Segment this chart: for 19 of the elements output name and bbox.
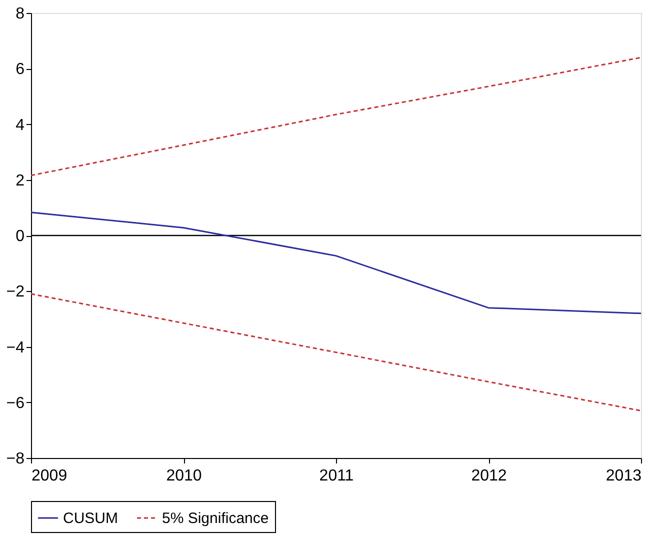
y-tick-label: −4: [6, 339, 25, 356]
x-tick-label: 2012: [471, 468, 507, 484]
y-tick-label: −2: [6, 284, 25, 301]
legend-label: 5% Significance: [162, 510, 269, 527]
y-tick-label: −6: [6, 394, 25, 412]
y-tick-label: 2: [16, 172, 25, 190]
line-series: [30, 56, 642, 176]
legend-label: CUSUM: [63, 510, 118, 527]
x-tick-label: 2013: [606, 468, 642, 484]
line-series: [30, 212, 642, 314]
line-series: [30, 293, 642, 412]
y-tick-label: 8: [16, 6, 25, 22]
x-tick-label: 2009: [32, 468, 68, 484]
x-tick-label: 2010: [166, 468, 202, 484]
y-tick-label: 6: [16, 61, 25, 78]
y-tick-label: −8: [6, 450, 25, 468]
y-tick-label: 4: [16, 116, 25, 134]
x-tick-label: 2011: [319, 468, 354, 484]
y-tick-label: 0: [16, 228, 25, 245]
